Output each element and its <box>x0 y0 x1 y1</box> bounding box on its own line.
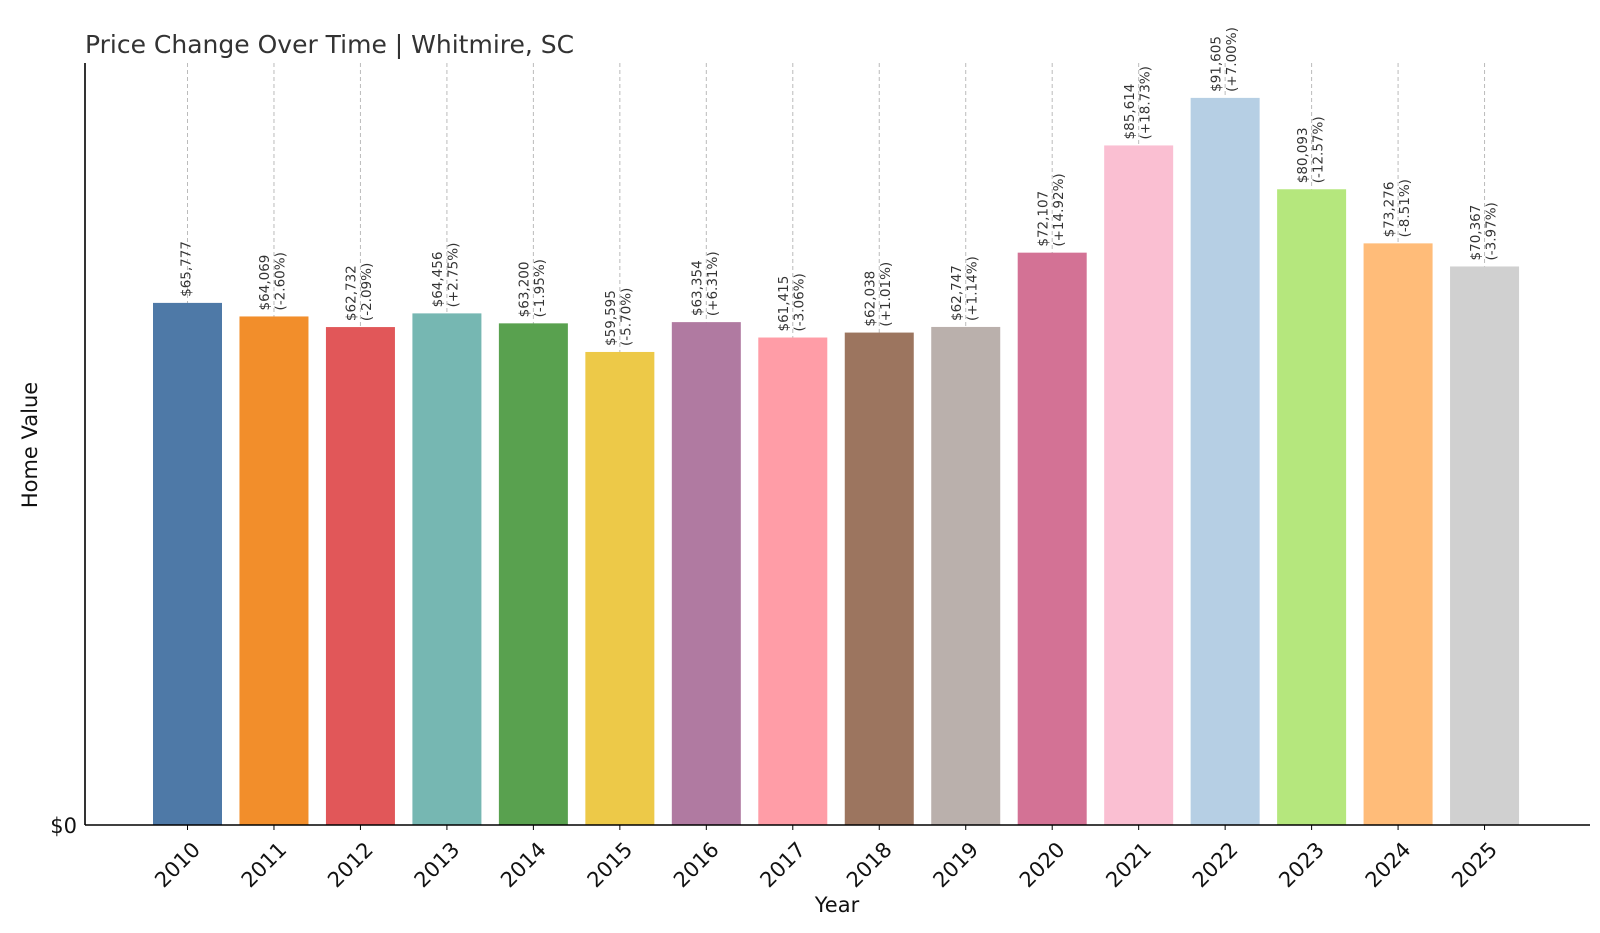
bar-label-2019: $62,747(+1.14%) <box>949 256 981 321</box>
bar-label-2015: $59,595(-5.70%) <box>603 288 635 346</box>
bar-2020 <box>1017 252 1087 825</box>
bar-label-2017: $61,415(-3.06%) <box>776 273 808 331</box>
bar-2017 <box>758 337 828 825</box>
x-tick-label-2015: 2015 <box>583 837 638 892</box>
bar-labels: $65,777 $64,069(-2.60%) $62,732(-2.09%) $64… <box>179 27 1500 346</box>
bar-label-2010: $65,777 <box>179 241 195 297</box>
bar-2025 <box>1450 266 1520 826</box>
y-axis-label: Home Value <box>18 382 42 508</box>
bars <box>153 97 1520 826</box>
value-label-2019: $62,747 <box>949 265 965 321</box>
bar-label-2021: $85,614(+18.73%) <box>1122 66 1154 139</box>
value-label-2012: $62,732 <box>344 265 360 321</box>
x-tick-label-2010: 2010 <box>150 837 205 892</box>
x-tick-label-2022: 2022 <box>1188 837 1243 892</box>
x-tick-label-2020: 2020 <box>1015 837 1070 892</box>
change-label-2025: (-3.97%) <box>1483 202 1499 260</box>
x-tick-label-2016: 2016 <box>669 837 724 892</box>
bar-label-2023: $80,093(-12.57%) <box>1295 116 1327 183</box>
bar-label-2013: $64,456(+2.75%) <box>430 243 462 308</box>
bar-label-2011: $64,069(-2.60%) <box>257 252 289 310</box>
change-label-2018: (+1.01%) <box>878 262 894 327</box>
change-label-2017: (-3.06%) <box>792 273 808 331</box>
change-label-2015: (-5.70%) <box>619 288 635 346</box>
change-label-2011: (-2.60%) <box>273 252 289 310</box>
value-label-2018: $62,038 <box>863 271 879 327</box>
bar-label-2022: $91,605(+7.00%) <box>1208 27 1240 92</box>
change-label-2021: (+18.73%) <box>1137 66 1153 139</box>
bar-2013 <box>412 313 482 825</box>
value-label-2025: $70,367 <box>1468 205 1484 261</box>
x-tick-label-2021: 2021 <box>1101 837 1156 892</box>
bar-2010 <box>153 302 222 826</box>
x-tick-label-2013: 2013 <box>410 837 465 892</box>
x-tick-label-2025: 2025 <box>1447 837 1502 892</box>
x-tick-label-2017: 2017 <box>755 837 810 892</box>
x-tick-label-2018: 2018 <box>842 837 897 892</box>
bar-label-2016: $63,354(+6.31%) <box>690 251 722 316</box>
bar-label-2024: $73,276(-8.51%) <box>1381 179 1413 237</box>
change-label-2014: (-1.95%) <box>532 259 548 317</box>
bar-label-2012: $62,732(-2.09%) <box>344 263 376 321</box>
bar-2012 <box>325 327 395 825</box>
x-tick-label-2011: 2011 <box>237 837 292 892</box>
value-label-2014: $63,200 <box>517 262 533 318</box>
bar-2018 <box>844 332 914 825</box>
change-label-2013: (+2.75%) <box>446 243 462 308</box>
change-label-2023: (-12.57%) <box>1310 116 1326 183</box>
bar-2016 <box>671 322 741 825</box>
bar-2022 <box>1190 97 1260 825</box>
bar-label-2014: $63,200(-1.95%) <box>517 259 549 317</box>
x-tick-label-2019: 2019 <box>928 837 983 892</box>
x-tick-label-2012: 2012 <box>323 837 378 892</box>
value-label-2022: $91,605 <box>1208 36 1224 92</box>
x-tick-label-2014: 2014 <box>496 837 551 892</box>
change-label-2024: (-8.51%) <box>1397 179 1413 237</box>
bar-2015 <box>585 351 655 825</box>
x-tick-labels: 2010 2011 2012 2013 2014 2015 2016 2017 2018 2019… <box>150 825 1502 892</box>
x-axis-label: Year <box>814 893 860 917</box>
value-label-2021: $85,614 <box>1122 84 1138 140</box>
change-label-2019: (+1.14%) <box>964 256 980 321</box>
bar-2019 <box>931 326 1001 825</box>
change-label-2022: (+7.00%) <box>1224 27 1240 92</box>
x-tick-label-2024: 2024 <box>1361 837 1416 892</box>
value-label-2015: $59,595 <box>603 290 619 346</box>
value-label-2023: $80,093 <box>1295 127 1311 183</box>
change-label-2020: (+14.92%) <box>1051 173 1067 246</box>
bar-2014 <box>498 323 568 825</box>
change-label-2012: (-2.09%) <box>359 263 375 321</box>
value-label-2024: $73,276 <box>1381 182 1397 238</box>
value-label-2013: $64,456 <box>430 252 446 308</box>
bar-label-2018: $62,038(+1.01%) <box>863 262 895 327</box>
bar-2021 <box>1104 145 1174 826</box>
change-label-2016: (+6.31%) <box>705 251 721 316</box>
bar-2024 <box>1363 243 1433 825</box>
bar-2011 <box>239 316 309 825</box>
x-tick-label-2023: 2023 <box>1274 837 1329 892</box>
value-label-2017: $61,415 <box>776 276 792 332</box>
bar-2023 <box>1277 189 1347 825</box>
y-tick-label-zero: $0 <box>50 814 77 838</box>
chart-title: Price Change Over Time | Whitmire, SC <box>85 30 574 59</box>
value-label-2010: $65,777 <box>179 241 195 297</box>
bar-label-2020: $72,107(+14.92%) <box>1035 173 1067 246</box>
bar-label-2025: $70,367(-3.97%) <box>1468 202 1500 260</box>
value-label-2020: $72,107 <box>1035 191 1051 247</box>
value-label-2011: $64,069 <box>257 255 273 311</box>
value-label-2016: $63,354 <box>690 260 706 316</box>
